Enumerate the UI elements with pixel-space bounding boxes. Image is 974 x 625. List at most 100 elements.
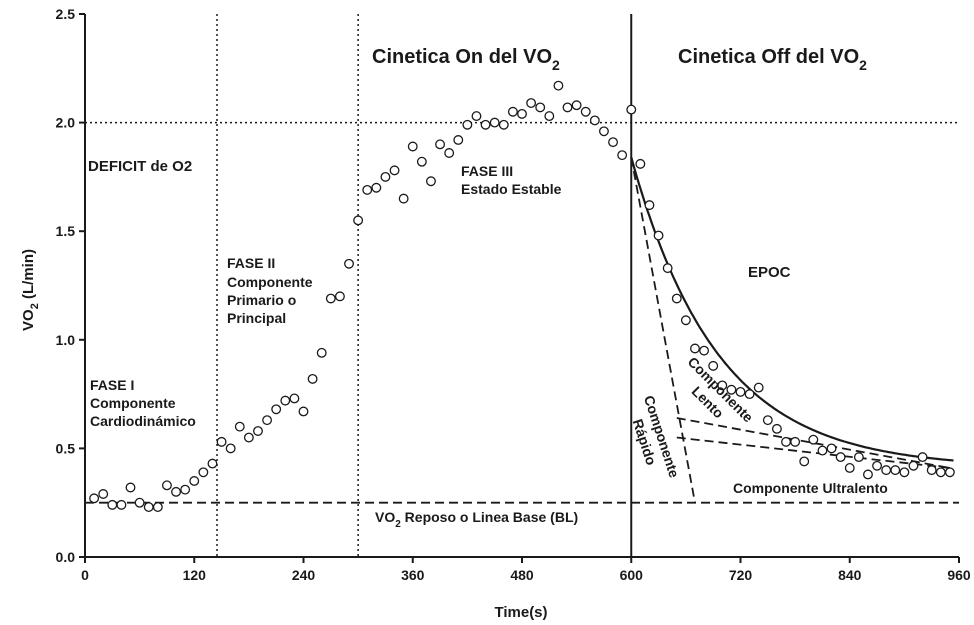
data-point	[881, 465, 892, 476]
label-deficit: DEFICIT de O2	[88, 158, 192, 175]
data-point	[362, 184, 373, 195]
data-point	[407, 141, 418, 152]
data-point	[589, 115, 600, 126]
data-point	[553, 80, 564, 91]
svg-text:FASE I: FASE I	[90, 377, 134, 393]
data-point	[134, 497, 145, 508]
data-point	[753, 382, 764, 393]
data-point	[216, 436, 227, 447]
data-point	[271, 404, 282, 415]
data-point	[198, 467, 209, 478]
data-point	[935, 467, 946, 478]
data-point	[234, 421, 245, 432]
data-point	[708, 360, 719, 371]
x-tick-label: 840	[838, 567, 862, 583]
data-point	[471, 111, 482, 122]
data-point	[626, 104, 637, 115]
data-point	[526, 98, 537, 109]
data-point	[207, 458, 218, 469]
data-point	[781, 436, 791, 447]
component-ultraslow-line	[676, 436, 950, 469]
data-point	[726, 384, 737, 395]
data-point	[489, 117, 500, 128]
data-point	[635, 158, 646, 169]
x-tick-label: 240	[292, 567, 316, 583]
data-point	[380, 171, 391, 182]
data-point	[653, 230, 664, 241]
data-point	[171, 486, 181, 497]
svg-text:Componente: Componente	[90, 395, 176, 411]
data-point	[398, 193, 409, 204]
data-point	[571, 100, 582, 111]
model-curves	[630, 157, 954, 503]
data-point	[262, 415, 273, 426]
data-point	[98, 489, 109, 499]
svg-text:Componente: Componente	[227, 274, 313, 290]
data-point	[180, 484, 191, 495]
data-point	[808, 434, 819, 445]
data-point	[435, 139, 446, 150]
data-point	[699, 345, 710, 356]
data-point	[617, 150, 628, 161]
x-tick-label: 0	[81, 567, 89, 583]
label-componente-ultralento: Componente Ultralento	[733, 480, 888, 496]
data-point	[307, 373, 318, 384]
title-cinetica-on: Cinetica On del VO2	[372, 46, 560, 73]
data-point	[562, 102, 573, 113]
data-point	[416, 156, 427, 167]
x-tick-label: 600	[620, 567, 644, 583]
data-point	[608, 137, 618, 148]
data-point	[280, 395, 291, 406]
data-point	[161, 480, 172, 491]
data-point	[844, 462, 855, 473]
data-point	[790, 436, 801, 447]
data-point	[444, 148, 455, 158]
data-point	[334, 291, 345, 302]
data-point	[152, 502, 163, 512]
data-point	[507, 106, 518, 117]
svg-text:VO2 (L/min): VO2 (L/min)	[20, 249, 41, 331]
data-point	[498, 119, 509, 130]
data-point	[143, 502, 154, 512]
data-point	[544, 111, 555, 122]
data-point	[462, 119, 473, 130]
data-point	[835, 452, 846, 463]
label-componente-rapido: Componente Rápido	[630, 393, 683, 480]
axes: 0 120 240 360 480 600 720 840 960 0.0 0.5 1.0 1.5 2.0…	[56, 6, 971, 583]
data-point	[744, 389, 755, 400]
data-point	[316, 347, 327, 358]
data-point	[644, 200, 655, 211]
label-fase2: FASE II Componente Primario o Principal	[227, 255, 313, 326]
data-point	[535, 102, 546, 113]
data-point	[353, 215, 364, 226]
y-tick-label: 1.5	[56, 223, 76, 239]
svg-text:FASE II: FASE II	[227, 255, 275, 271]
data-point	[799, 456, 810, 467]
data-point	[89, 493, 100, 504]
label-fase1: FASE I Componente Cardiodinámico	[90, 377, 196, 429]
data-point	[872, 460, 883, 471]
data-point	[580, 106, 591, 117]
label-epoc: EPOC	[748, 264, 791, 281]
data-point	[289, 393, 300, 404]
data-point	[325, 293, 336, 304]
component-slow-line	[676, 417, 951, 469]
epoc-fit-curve	[630, 157, 954, 462]
data-point	[480, 119, 491, 130]
data-point	[771, 423, 782, 434]
y-tick-label: 0.5	[56, 440, 76, 456]
svg-text:FASE III: FASE III	[461, 163, 513, 179]
label-fase3: FASE III Estado Estable	[461, 163, 562, 197]
y-axis-title: VO2 (L/min)	[20, 249, 41, 331]
x-tick-label: 960	[947, 567, 971, 583]
x-tick-label: 360	[401, 567, 425, 583]
data-point	[189, 476, 200, 486]
x-axis-title: Time(s)	[494, 604, 547, 621]
data-point	[826, 443, 837, 454]
x-tick-label: 120	[183, 567, 207, 583]
svg-text:Estado Estable: Estado Estable	[461, 181, 562, 197]
svg-text:Primario o: Primario o	[227, 292, 296, 308]
data-point	[253, 426, 263, 436]
data-point	[389, 165, 400, 176]
data-point	[426, 176, 436, 187]
